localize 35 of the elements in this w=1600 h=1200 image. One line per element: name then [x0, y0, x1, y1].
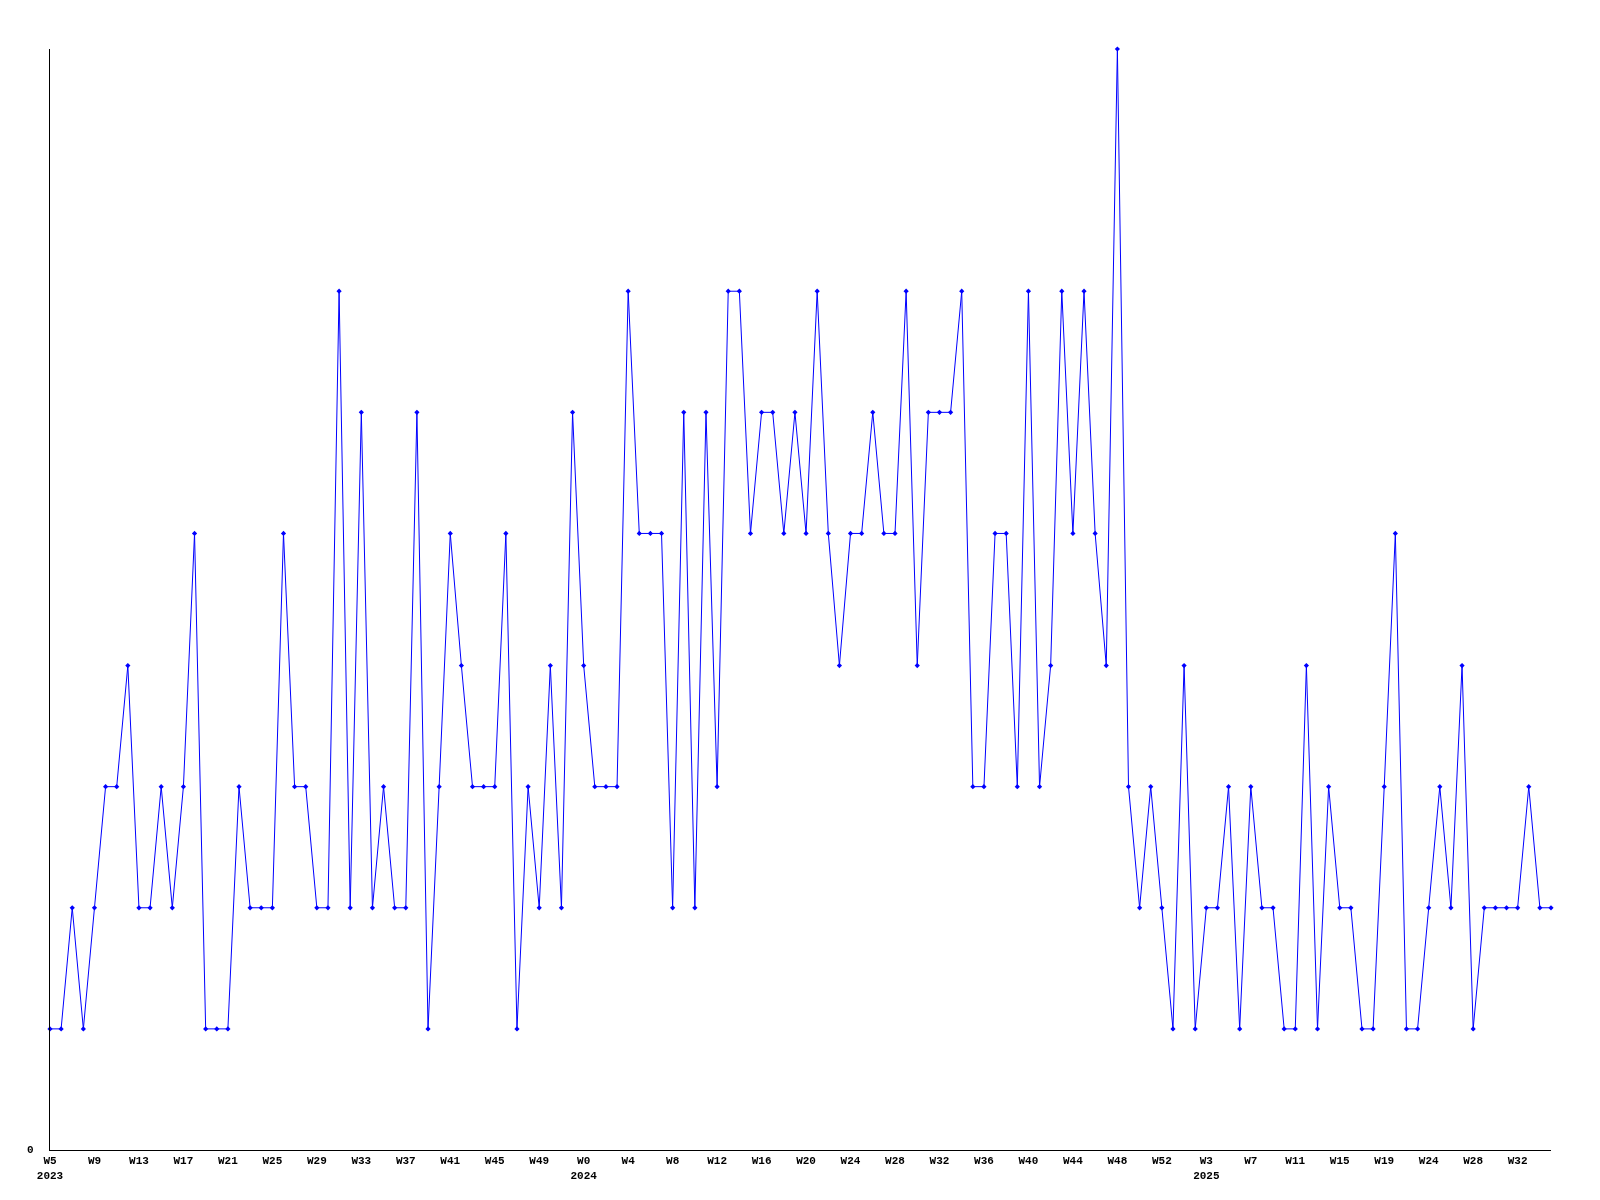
- x-tick-label: W37: [395, 1155, 416, 1168]
- x-tick-label: W44: [1062, 1155, 1084, 1168]
- x-tick-label: W24: [840, 1155, 861, 1168]
- x-tick-label: W5 2023: [36, 1155, 64, 1182]
- x-tick-label: W15: [1329, 1155, 1351, 1168]
- x-tick-label: W45: [484, 1155, 506, 1168]
- x-tick-label: W25: [262, 1155, 283, 1168]
- x-tick-label: W21: [217, 1155, 239, 1168]
- x-tick-label: W24: [1418, 1155, 1439, 1168]
- text: 0: [27, 1144, 34, 1156]
- x-tick-label: W9: [87, 1155, 102, 1168]
- x-tick-label: W33: [351, 1155, 372, 1168]
- x-tick-label: W8: [666, 1155, 680, 1168]
- x-tick-label: W36: [974, 1155, 994, 1168]
- x-tick-label: W32: [929, 1155, 950, 1168]
- x-tick-label: W52: [1151, 1155, 1172, 1168]
- x-tick-label: W32: [1507, 1155, 1528, 1168]
- x-tick-label: W4: [621, 1155, 636, 1168]
- x-tick-label: W48: [1107, 1155, 1128, 1168]
- x-tick-label: W28: [885, 1155, 906, 1168]
- x-tick-label: W40: [1018, 1155, 1039, 1168]
- x-tick-label: W16: [751, 1155, 772, 1168]
- x-tick-label: W41: [440, 1155, 461, 1168]
- x-tick-label: W19: [1374, 1155, 1395, 1168]
- x-tick-label: W7: [1244, 1155, 1258, 1168]
- x-tick-label: W17: [173, 1155, 194, 1168]
- x-tick-label: W29: [306, 1155, 327, 1168]
- x-tick-label: W28: [1463, 1155, 1484, 1168]
- x-tick-label: W20: [796, 1155, 816, 1168]
- x-tick-label: W11: [1285, 1155, 1306, 1168]
- x-tick-label: W13: [129, 1155, 150, 1168]
- x-tick-label: W12: [707, 1155, 728, 1168]
- x-tick-label: W3 2025: [1193, 1155, 1220, 1182]
- x-tick-label: W0 2024: [570, 1155, 598, 1182]
- x-tick-label: W49: [529, 1155, 550, 1168]
